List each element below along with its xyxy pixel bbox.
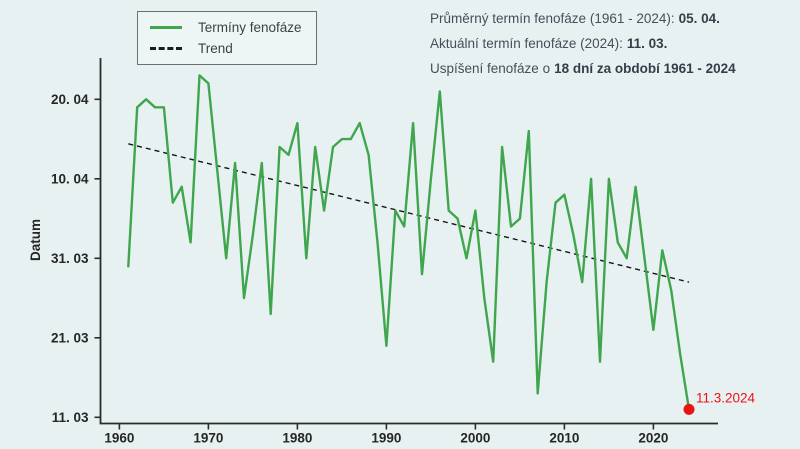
y-axis-tick-label: 20. 04 [51,92,89,107]
stat-current-value: 11. 03. [626,36,668,51]
x-axis-tick-label: 2010 [549,431,579,446]
y-axis-tick-label: 21. 03 [51,330,89,345]
stat-average-date: Průměrný termín fenofáze (1961 - 2024): 0… [430,6,736,31]
y-axis-tick-label: 31. 03 [51,251,89,266]
legend-label-phenophase: Termíny fenofáze [198,19,302,35]
y-axis-tick-label: 10. 04 [51,171,89,186]
y-axis-tick-label: 11. 03 [52,410,89,425]
legend-dashed-line-swatch [150,46,182,50]
legend-solid-line-swatch [150,25,182,29]
stat-average-label: Průměrný termín fenofáze (1961 - 2024): [430,11,675,26]
legend: Termíny fenofáze Trend [137,11,317,65]
y-axis-title: Datum [28,219,43,261]
legend-label-trend: Trend [198,40,233,56]
latest-point-marker [683,403,695,415]
stats-block: Průměrný termín fenofáze (1961 - 2024): 0… [430,6,736,81]
x-axis-tick-label: 1990 [371,431,401,446]
x-axis-tick-label: 1980 [282,431,312,446]
stat-shift-value: 18 dní za období 1961 - 2024 [554,61,736,76]
x-axis-tick-label: 2020 [638,431,668,446]
stat-average-value: 05. 04. [678,11,720,26]
stat-current-date: Aktuální termín fenofáze (2024): 11. 03. [430,31,736,56]
legend-item-phenophase: Termíny fenofáze [150,19,302,35]
axis-spines [99,58,718,425]
x-axis-tick-label: 2000 [460,431,490,446]
stat-shift-label: Uspíšení fenofáze o [430,61,551,76]
latest-point-label: 11.3.2024 [696,390,756,405]
phenophase-line [127,74,691,411]
x-axis-tick-label: 1960 [104,431,134,446]
stat-shift: Uspíšení fenofáze o 18 dní za období 1961… [430,56,736,81]
x-axis-tick-label: 1970 [193,431,223,446]
legend-item-trend: Trend [150,40,302,56]
stat-current-label: Aktuální termín fenofáze (2024): [430,36,623,51]
